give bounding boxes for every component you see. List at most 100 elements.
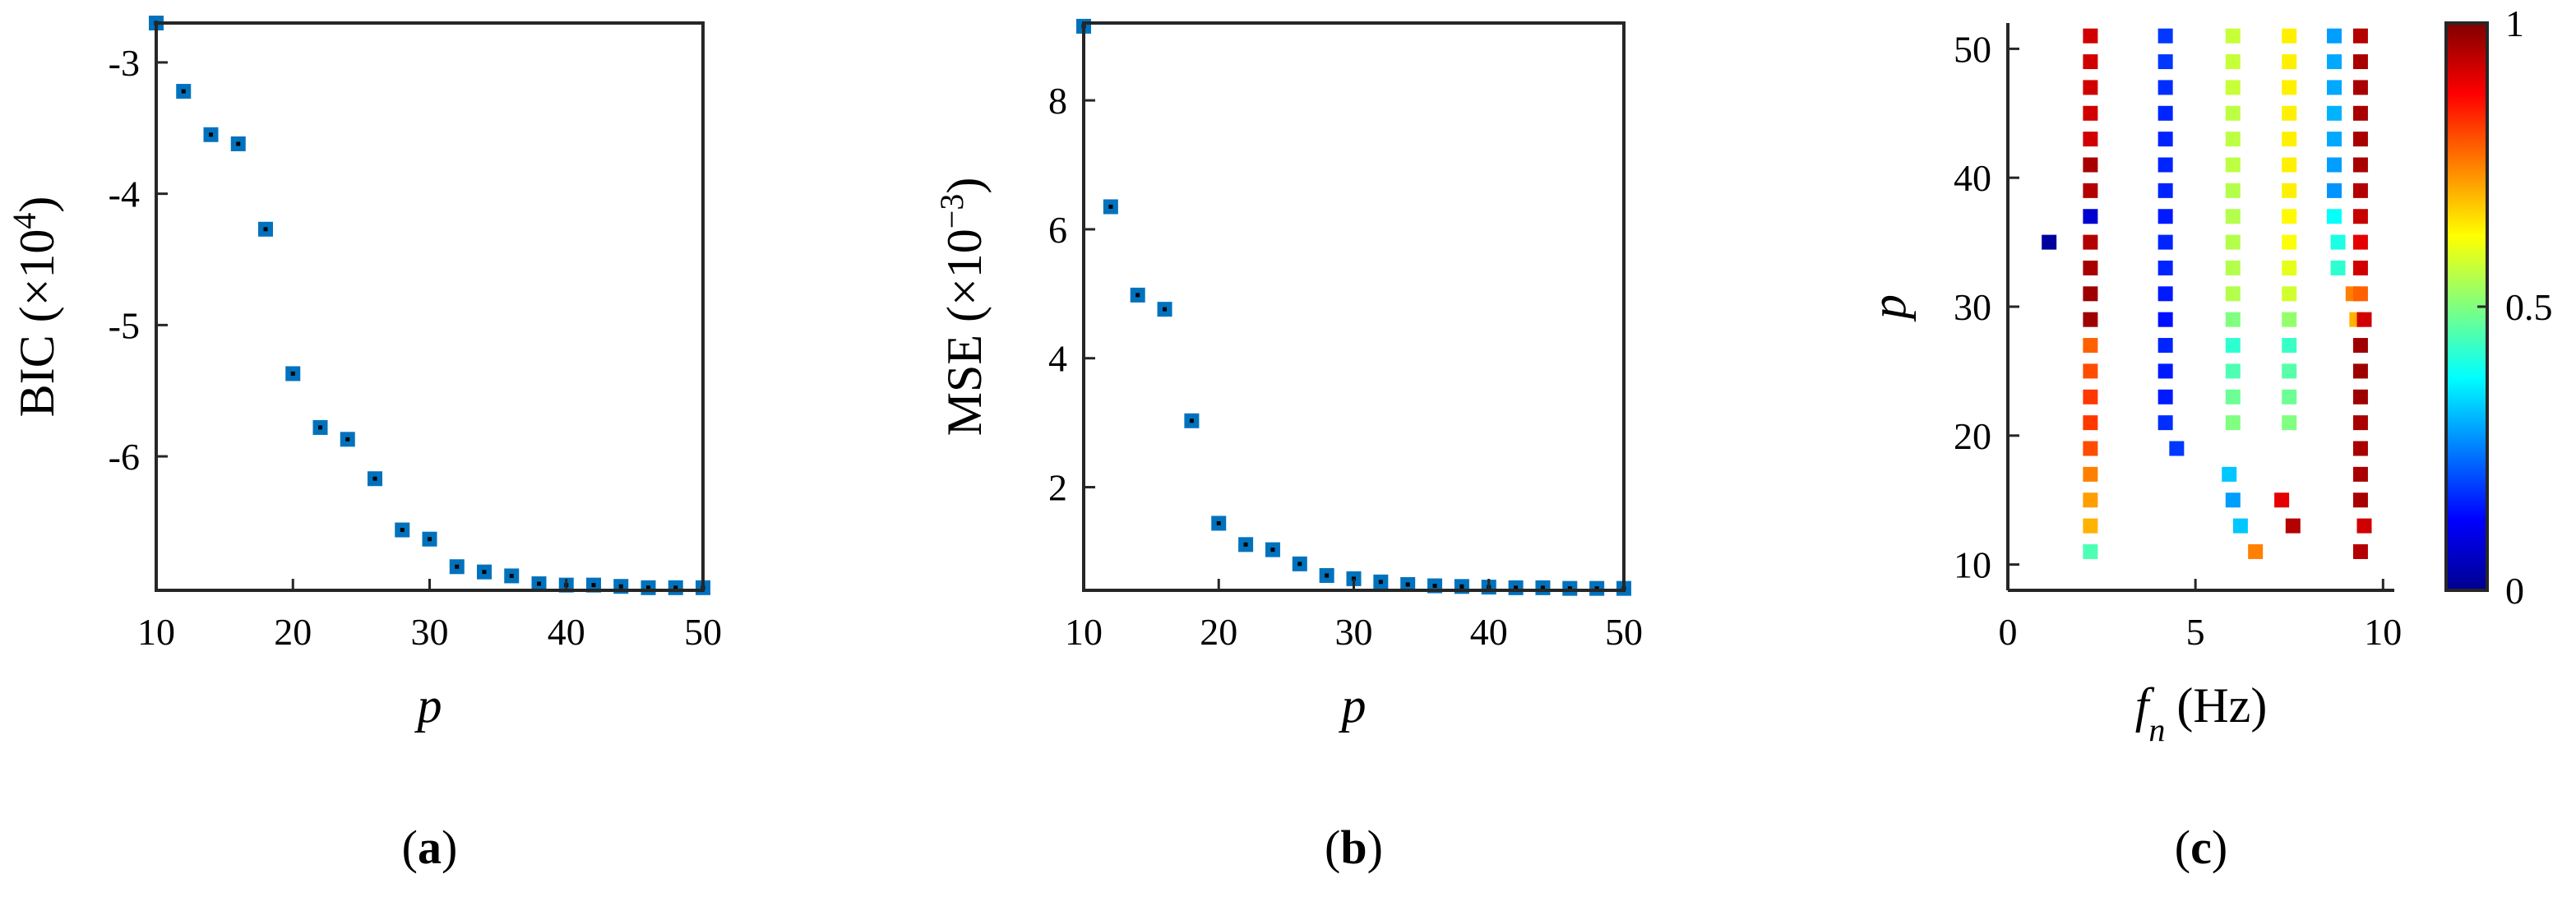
a-marker-dot	[345, 437, 350, 442]
c-marker	[2083, 518, 2098, 534]
c-marker	[2083, 286, 2098, 302]
c-marker	[2083, 183, 2098, 198]
panel-a-bic-plot: 10 20 30 40 50 -3 -4 -5 -6 BIC (×104) p (a)	[6, 16, 722, 874]
a-marker-dot	[482, 570, 487, 575]
panel-b-y-axis-label-exponent: −3	[933, 194, 970, 229]
a-marker-dot	[263, 227, 268, 232]
c-marker	[2352, 492, 2368, 508]
colorbar-tick-label: 1	[2505, 2, 2524, 44]
c-marker	[2330, 260, 2346, 275]
c-marker	[2352, 54, 2368, 70]
b-marker-dot	[1540, 585, 1545, 590]
b-marker-dot	[1514, 585, 1519, 590]
c-marker	[2083, 105, 2098, 121]
b-marker-dot	[1163, 307, 1168, 312]
c-marker	[2352, 466, 2368, 482]
c-marker	[2083, 209, 2098, 224]
panel-b-mse-plot: 10 20 30 40 50 2 4 6 8 MSE (×10−3) p (b)	[933, 18, 1643, 874]
c-marker	[2157, 415, 2173, 431]
c-marker	[2282, 28, 2297, 44]
c-marker	[2285, 518, 2301, 534]
c-marker	[2157, 209, 2173, 224]
panel-a-caption: (a)	[402, 821, 458, 874]
c-marker	[2225, 415, 2241, 431]
c-marker	[2274, 492, 2290, 508]
c-marker	[2282, 260, 2297, 275]
c-marker	[2083, 312, 2098, 327]
c-marker	[2352, 132, 2368, 147]
c-marker	[2083, 132, 2098, 147]
a-marker-dot	[428, 537, 432, 542]
c-marker	[2352, 105, 2368, 121]
colorbar: 00.51	[2444, 2, 2553, 612]
a-x-tick-label: 30	[411, 611, 449, 653]
c-x-tick-label: 5	[2186, 611, 2205, 653]
panel-c-x-axis-label: fn (Hz)	[2135, 678, 2268, 748]
c-marker	[2352, 260, 2368, 275]
panel-c-ticks: 0 5 10 10 20 30 40 50	[1954, 28, 2402, 653]
c-marker	[2326, 54, 2342, 70]
colorbar-tick-label: 0.5	[2505, 286, 2553, 328]
c-marker	[2157, 183, 2173, 198]
c-marker	[2356, 312, 2372, 327]
c-marker	[2157, 80, 2173, 95]
a-marker-dot	[509, 573, 514, 578]
c-marker	[2352, 209, 2368, 224]
c-marker	[2282, 209, 2297, 224]
a-marker-dot	[455, 564, 460, 569]
c-marker	[2225, 363, 2241, 379]
c-marker	[2352, 363, 2368, 379]
panel-a-ticks: 10 20 30 40 50 -3 -4 -5 -6	[109, 42, 722, 653]
a-marker-dot	[236, 141, 241, 146]
panel-b-markers	[1076, 18, 1631, 596]
a-marker-dot	[209, 132, 213, 137]
b-marker-dot	[1405, 582, 1410, 587]
c-marker	[2352, 157, 2368, 173]
c-marker	[2352, 80, 2368, 95]
b-y-tick-label: 8	[1048, 80, 1067, 122]
panel-b-y-axis-label: MSE (×10−3)	[933, 178, 992, 437]
b-y-tick-label: 2	[1048, 467, 1067, 509]
c-marker	[2083, 415, 2098, 431]
c-marker	[2330, 234, 2346, 250]
c-marker	[2157, 157, 2173, 173]
c-x-tick-label: 10	[2364, 611, 2402, 653]
b-marker-dot	[1270, 548, 1275, 553]
c-marker	[2083, 389, 2098, 405]
c-x-tick-label: 0	[1999, 611, 2018, 653]
c-marker	[2157, 234, 2173, 250]
c-marker	[2352, 338, 2368, 354]
c-marker	[2225, 286, 2241, 302]
a-x-tick-label: 20	[274, 611, 312, 653]
a-x-tick-label: 50	[684, 611, 722, 653]
panel-a-y-axis-label: BIC (×104)	[6, 197, 65, 418]
c-marker	[2225, 157, 2241, 173]
c-marker	[2225, 209, 2241, 224]
c-marker	[2282, 105, 2297, 121]
b-marker-dot	[1432, 584, 1437, 589]
a-y-tick-label: -6	[109, 436, 140, 478]
panel-a-caption-letter: a	[418, 821, 442, 874]
c-marker	[2282, 80, 2297, 95]
b-x-tick-label: 40	[1470, 611, 1508, 653]
a-marker-dot	[290, 371, 295, 376]
c-marker	[2326, 209, 2342, 224]
c-marker	[2225, 54, 2241, 70]
panel-b-y-axis-label-main: MSE (×10	[937, 229, 992, 436]
c-marker	[2157, 286, 2173, 302]
c-marker	[2225, 80, 2241, 95]
c-y-tick-label: 30	[1954, 286, 1991, 328]
c-marker	[2326, 105, 2342, 121]
c-marker	[2083, 28, 2098, 44]
c-marker	[2225, 312, 2241, 327]
c-y-tick-label: 10	[1954, 544, 1991, 586]
a-marker-dot	[646, 585, 650, 590]
b-y-tick-label: 4	[1048, 338, 1067, 380]
c-marker	[2083, 363, 2098, 379]
c-marker	[2169, 441, 2185, 456]
b-x-tick-label: 20	[1200, 611, 1237, 653]
a-marker-dot	[372, 476, 377, 481]
c-marker	[2352, 543, 2368, 559]
b-marker-dot	[1108, 204, 1113, 209]
